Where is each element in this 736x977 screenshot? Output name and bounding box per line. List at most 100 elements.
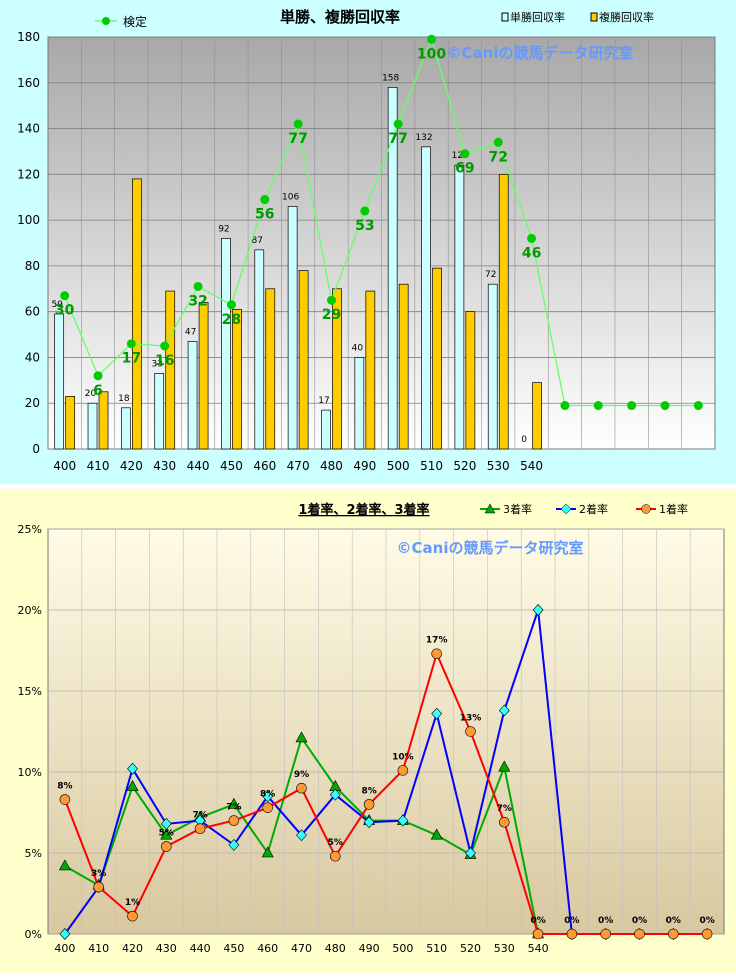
y-tick-label: 15% bbox=[18, 685, 42, 698]
legend-tansho-swatch bbox=[501, 12, 509, 22]
kentei-label: 69 bbox=[455, 161, 474, 177]
placing-rate-chart-svg: 0% 5% 10% 15% 20% 25% 400 410 420 430 440 450 460 47… bbox=[0, 489, 736, 973]
placing-rate-chart: 0% 5% 10% 15% 20% 25% 400 410 420 430 440 450 460 47… bbox=[0, 489, 736, 973]
kentei-point bbox=[293, 119, 303, 129]
kentei-line bbox=[64, 37, 699, 407]
y-tick-label: 160 bbox=[17, 76, 40, 90]
kentei-point bbox=[560, 401, 570, 411]
rate1-label: 0% bbox=[564, 916, 579, 926]
kentei-point bbox=[226, 300, 236, 310]
fukusho-bar bbox=[298, 270, 309, 450]
kentei-label: 6 bbox=[93, 383, 103, 399]
tansho-bar bbox=[87, 402, 98, 450]
tansho-bar-label: 59 bbox=[51, 300, 63, 310]
kentei-point bbox=[260, 195, 270, 205]
legend-rate2-label: 2着率 bbox=[579, 502, 608, 516]
rate1-label: 17% bbox=[426, 636, 448, 646]
kentei-label: 28 bbox=[222, 312, 241, 328]
rate1-label: 0% bbox=[598, 916, 613, 926]
x-tick-label: 450 bbox=[223, 942, 244, 955]
rate1-point bbox=[667, 928, 679, 940]
fukusho-bar bbox=[265, 288, 276, 450]
tansho-bar bbox=[421, 146, 431, 450]
kentei-label: 72 bbox=[488, 149, 507, 165]
tansho-bar bbox=[54, 313, 65, 450]
tansho-bar bbox=[154, 373, 165, 450]
fukusho-bar bbox=[365, 290, 376, 450]
x-tick-label: 410 bbox=[88, 942, 109, 955]
x-tick-label: 470 bbox=[287, 459, 310, 473]
x-tick-label: 520 bbox=[453, 459, 476, 473]
rate1-label: 8% bbox=[361, 786, 376, 796]
tansho-bar bbox=[187, 341, 198, 450]
x-tick-label: 420 bbox=[120, 459, 143, 473]
rate1-point bbox=[397, 765, 409, 776]
tansho-bar-label: 12 bbox=[452, 151, 463, 161]
rate3-point bbox=[126, 779, 139, 791]
kentei-point bbox=[660, 401, 670, 411]
rate1-label: 8% bbox=[260, 790, 275, 800]
tansho-bar bbox=[321, 409, 331, 450]
y-tick-label: 25% bbox=[18, 523, 42, 536]
x-tick-label: 470 bbox=[291, 942, 312, 955]
kentei-label: 77 bbox=[288, 131, 307, 147]
tansho-bar bbox=[221, 238, 231, 450]
kentei-point bbox=[193, 281, 203, 291]
tansho-bar-label: 0 bbox=[521, 435, 527, 445]
legend-rate1-label: 1着率 bbox=[659, 502, 688, 516]
kentei-label: 56 bbox=[255, 207, 274, 223]
legend: 3着率 2着率 1着率 bbox=[480, 502, 688, 516]
watermark: ©Caniの競馬データ研究室 bbox=[397, 539, 584, 557]
rate2-point bbox=[296, 829, 307, 842]
x-tick-label: 490 bbox=[359, 942, 380, 955]
tansho-bar-label: 18 bbox=[118, 394, 130, 404]
rate1-label: 8% bbox=[57, 782, 72, 792]
rate2-point bbox=[397, 814, 409, 827]
rate1-point bbox=[161, 841, 172, 852]
legend-kentei-marker bbox=[102, 17, 110, 25]
x-tick-label: 510 bbox=[420, 459, 443, 473]
rate1-label: 0% bbox=[530, 916, 545, 926]
kentei-point bbox=[493, 137, 503, 147]
tansho-bar bbox=[287, 206, 298, 450]
rate2-point bbox=[431, 707, 443, 720]
x-tick-label: 500 bbox=[387, 459, 410, 473]
rate1-label: 7% bbox=[497, 804, 512, 814]
rate1-label: 13% bbox=[460, 714, 482, 724]
kentei-point bbox=[627, 401, 637, 411]
rate1-label: 0% bbox=[632, 916, 647, 926]
rate2-point bbox=[228, 838, 240, 851]
rate3-point bbox=[160, 828, 173, 840]
kentei-label: 17 bbox=[122, 351, 141, 367]
rate1-point bbox=[296, 782, 307, 794]
rate2-point bbox=[160, 817, 172, 830]
tansho-bar bbox=[487, 283, 498, 450]
fukusho-bar bbox=[432, 267, 442, 450]
rate1-point bbox=[498, 816, 510, 828]
fukusho-bar bbox=[165, 290, 176, 450]
kentei-label: 100 bbox=[417, 46, 446, 62]
y-tick-label: 20% bbox=[18, 604, 42, 617]
chart-title: 単勝、複勝回収率 bbox=[280, 8, 400, 26]
fukusho-bar bbox=[65, 396, 76, 450]
y-tick-label: 140 bbox=[17, 122, 40, 136]
rate1-label: 7% bbox=[226, 803, 241, 813]
tansho-bar-label: 33 bbox=[151, 359, 162, 369]
y-tick-label: 100 bbox=[17, 213, 40, 227]
tansho-bar-label: 40 bbox=[352, 343, 364, 353]
tansho-bar bbox=[454, 164, 465, 450]
x-tick-label: 400 bbox=[54, 942, 75, 955]
watermark: ©Caniの競馬データ研究室 bbox=[447, 44, 634, 62]
kentei-label: 32 bbox=[188, 293, 207, 309]
rate1-point bbox=[228, 815, 240, 826]
y-tick-label: 60 bbox=[25, 305, 40, 319]
rate1-point bbox=[59, 794, 71, 805]
x-tick-label: 430 bbox=[156, 942, 177, 955]
kentei-point bbox=[427, 34, 437, 44]
rate1-point bbox=[127, 910, 138, 922]
rate1-label: 10% bbox=[392, 752, 414, 762]
x-tick-label: 500 bbox=[392, 942, 413, 955]
legend-fukusho-swatch bbox=[590, 12, 598, 22]
x-tick-label: 430 bbox=[153, 459, 176, 473]
